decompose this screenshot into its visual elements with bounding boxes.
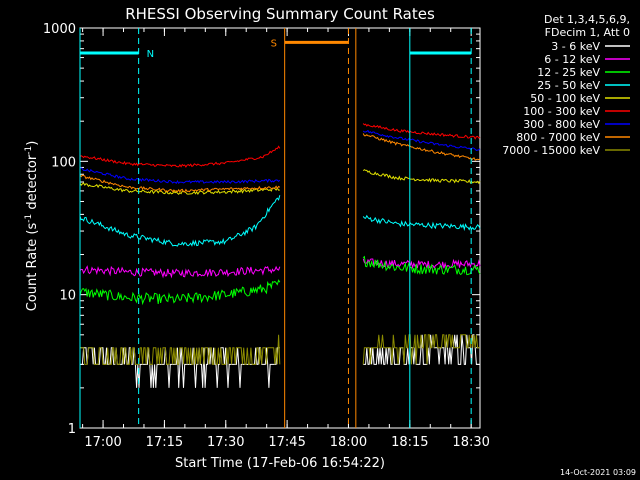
series-line	[362, 133, 481, 161]
legend-entry-label: 12 - 25 keV	[537, 66, 600, 79]
x-tick-label: 17:45	[268, 435, 305, 450]
legend-header: Det 1,3,4,5,6,9,	[544, 13, 630, 26]
legend-entry-label: 50 - 100 keV	[530, 92, 600, 105]
series-line	[79, 167, 281, 185]
x-tick-label: 17:30	[207, 435, 244, 450]
series-line	[362, 214, 481, 232]
y-tick-label: 1000	[43, 22, 76, 37]
axis-ticks: 17:00 17:15 17:30 17:45 18:00 18:15 18:30 1 10 10…	[43, 22, 490, 450]
y-axis-label: Count Rate (s-1 detector-1)	[24, 141, 40, 312]
legend-entry-label: 100 - 300 keV	[523, 105, 600, 118]
series-layer	[79, 123, 481, 388]
legend: Det 1,3,4,5,6,9,FDecim 1, Att 03 - 6 keV…	[502, 13, 630, 157]
legend-entry-label: 6 - 12 keV	[544, 53, 600, 66]
x-tick-label: 18:15	[391, 435, 428, 450]
x-tick-label: 17:00	[84, 435, 121, 450]
legend-entry-label: 3 - 6 keV	[551, 40, 600, 53]
series-line	[362, 123, 481, 140]
x-tick-label: 18:30	[452, 435, 489, 450]
legend-entry-label: 300 - 800 keV	[523, 118, 600, 131]
x-tick-label: 17:15	[146, 435, 183, 450]
series-line	[362, 129, 481, 151]
y-tick-label: 1	[68, 422, 76, 437]
legend-entry-label: 800 - 7000 keV	[516, 131, 600, 144]
saa-bar-label: S	[271, 38, 277, 49]
legend-header: FDecim 1, Att 0	[545, 26, 630, 39]
series-line	[79, 279, 281, 306]
series-line	[362, 169, 481, 185]
series-line	[79, 195, 281, 247]
chart-title: RHESSI Observing Summary Count Rates	[125, 5, 435, 23]
legend-entry-label: 25 - 50 keV	[537, 79, 600, 92]
series-line	[79, 265, 281, 279]
overlay-layer: NS	[79, 28, 472, 428]
legend-entry-label: 7000 - 15000 keV	[502, 144, 600, 157]
series-line	[362, 334, 480, 365]
y-tick-label: 100	[51, 155, 76, 170]
series-line	[362, 258, 481, 270]
series-line	[80, 334, 281, 365]
series-line	[362, 255, 481, 276]
x-tick-label: 18:00	[330, 435, 367, 450]
series-line	[79, 145, 281, 168]
x-axis-label: Start Time (17-Feb-06 16:54:22)	[175, 456, 385, 471]
series-line	[79, 174, 281, 193]
night-bar-label: N	[147, 49, 154, 60]
footer-date: 14-Oct-2021 03:09	[560, 468, 636, 477]
y-tick-label: 10	[59, 289, 76, 304]
